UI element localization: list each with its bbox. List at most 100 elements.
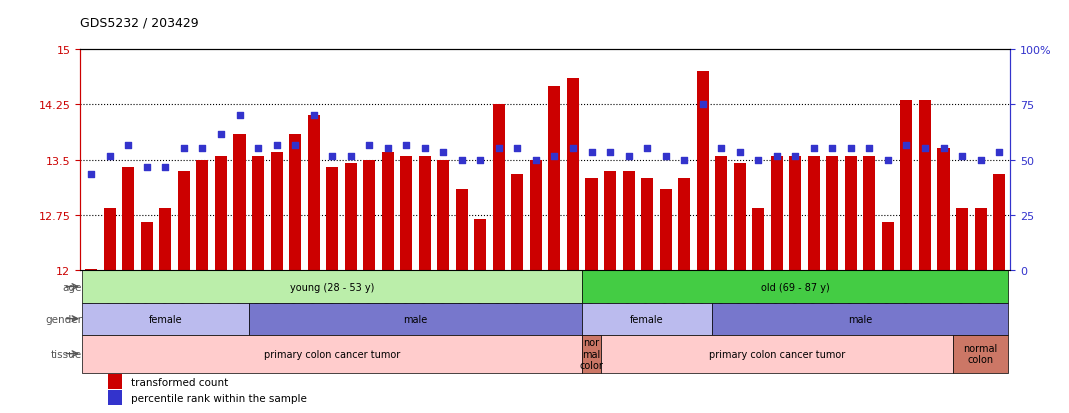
Bar (583, 303, 712, 335)
Bar (82, 271, 583, 303)
Bar (530, 160, 542, 271)
Bar (270, 153, 282, 271)
Point (231, 113, 248, 119)
Bar (993, 175, 1005, 271)
Point (286, 142, 304, 149)
Bar (697, 72, 709, 271)
Point (972, 157, 989, 164)
Bar (952, 335, 1008, 373)
Point (324, 153, 341, 160)
Point (509, 146, 526, 152)
Bar (622, 171, 635, 271)
Point (898, 142, 915, 149)
Text: age: age (63, 282, 82, 292)
Bar (289, 134, 301, 271)
Point (880, 157, 897, 164)
Point (175, 146, 192, 152)
Text: nor
mal
color: nor mal color (579, 337, 603, 370)
Bar (400, 157, 413, 271)
Bar (344, 164, 357, 271)
Bar (678, 179, 691, 271)
Point (546, 153, 563, 160)
Bar (108, 374, 122, 389)
Point (991, 150, 1008, 156)
Point (657, 153, 675, 160)
Point (379, 146, 397, 152)
Bar (975, 208, 987, 271)
Bar (567, 79, 579, 271)
Bar (789, 157, 802, 271)
Point (787, 153, 804, 160)
Point (620, 153, 637, 160)
Bar (108, 390, 122, 405)
Point (491, 146, 508, 152)
Point (416, 146, 433, 152)
Point (120, 142, 137, 149)
Point (360, 142, 377, 149)
Bar (808, 157, 820, 271)
Point (916, 146, 933, 152)
Bar (882, 223, 894, 271)
Text: normal
colon: normal colon (963, 343, 997, 365)
Point (193, 146, 211, 152)
Text: female: female (149, 314, 182, 324)
Point (435, 150, 452, 156)
Bar (86, 269, 97, 271)
Bar (919, 101, 931, 271)
Text: young (28 - 53 y): young (28 - 53 y) (290, 282, 374, 292)
Text: primary colon cancer tumor: primary colon cancer tumor (264, 349, 400, 359)
Bar (586, 179, 598, 271)
Bar (845, 157, 857, 271)
Bar (249, 303, 583, 335)
Bar (419, 157, 431, 271)
Text: male: male (848, 314, 872, 324)
Text: tissue: tissue (51, 349, 82, 359)
Point (638, 146, 655, 152)
Bar (956, 208, 969, 271)
Text: female: female (631, 314, 664, 324)
Bar (455, 190, 468, 271)
Text: GDS5232 / 203429: GDS5232 / 203429 (80, 17, 199, 29)
Point (564, 146, 582, 152)
Text: transformed count: transformed count (131, 377, 229, 387)
Bar (308, 116, 320, 271)
Point (342, 153, 359, 160)
Bar (938, 149, 949, 271)
Bar (382, 153, 393, 271)
Bar (326, 168, 338, 271)
Point (805, 146, 822, 152)
Bar (601, 335, 952, 373)
Text: percentile rank within the sample: percentile rank within the sample (131, 393, 307, 403)
Bar (159, 208, 171, 271)
Point (453, 157, 470, 164)
Point (602, 150, 619, 156)
Point (213, 131, 230, 138)
Point (305, 113, 322, 119)
Bar (215, 157, 227, 271)
Bar (104, 208, 115, 271)
Bar (197, 160, 208, 271)
Point (861, 146, 878, 152)
Bar (583, 335, 601, 373)
Point (954, 153, 971, 160)
Point (157, 164, 174, 171)
Text: gender: gender (45, 314, 82, 324)
Text: old (69 - 87 y): old (69 - 87 y) (761, 282, 830, 292)
Bar (363, 160, 375, 271)
Bar (511, 175, 524, 271)
Bar (475, 219, 486, 271)
Text: male: male (403, 314, 428, 324)
Bar (548, 86, 560, 271)
Point (398, 142, 415, 149)
Point (935, 146, 952, 152)
Bar (583, 271, 1008, 303)
Point (824, 146, 841, 152)
Bar (771, 157, 783, 271)
Bar (82, 335, 583, 373)
Bar (753, 208, 764, 271)
Point (138, 164, 155, 171)
Bar (733, 164, 746, 271)
Bar (122, 168, 135, 271)
Text: primary colon cancer tumor: primary colon cancer tumor (709, 349, 845, 359)
Point (249, 146, 266, 152)
